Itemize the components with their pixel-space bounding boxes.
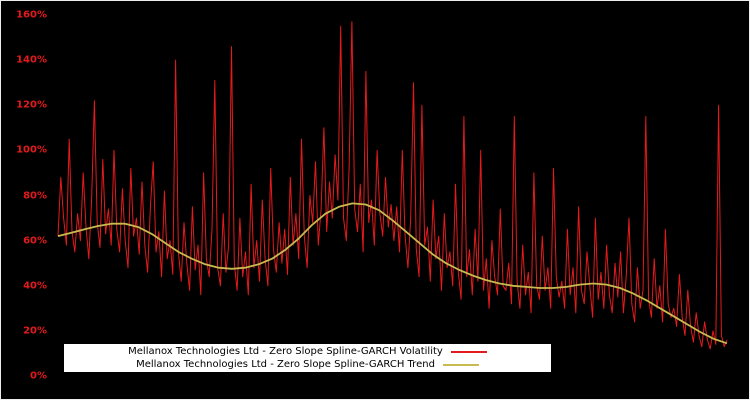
legend-label-trend: Mellanox Technologies Ltd - Zero Slope S… — [136, 359, 435, 370]
y-axis: 0% 20% 40% 60% 80% 100% 120% 140% 160% — [1, 1, 51, 399]
y-axis-tick-label: 60% — [23, 235, 47, 247]
y-axis-tick-label: 100% — [16, 144, 47, 156]
legend-label-volatility: Mellanox Technologies Ltd - Zero Slope S… — [128, 346, 443, 357]
y-axis-tick-label: 0% — [30, 370, 47, 382]
legend-item-trend: Mellanox Technologies Ltd - Zero Slope S… — [64, 358, 551, 371]
legend-item-volatility: Mellanox Technologies Ltd - Zero Slope S… — [64, 345, 551, 358]
y-axis-tick-label: 20% — [23, 325, 47, 337]
legend: Mellanox Technologies Ltd - Zero Slope S… — [64, 344, 551, 372]
y-axis-tick-label: 40% — [23, 280, 47, 292]
volatility-line — [57, 21, 728, 350]
y-axis-tick-label: 80% — [23, 190, 47, 201]
y-axis-tick-label: 160% — [16, 9, 47, 21]
trend-line — [57, 202, 728, 345]
y-axis-tick-label: 120% — [16, 99, 47, 111]
legend-swatch-trend — [442, 363, 479, 366]
legend-swatch-volatility — [450, 350, 487, 353]
y-axis-tick-label: 140% — [16, 54, 47, 66]
